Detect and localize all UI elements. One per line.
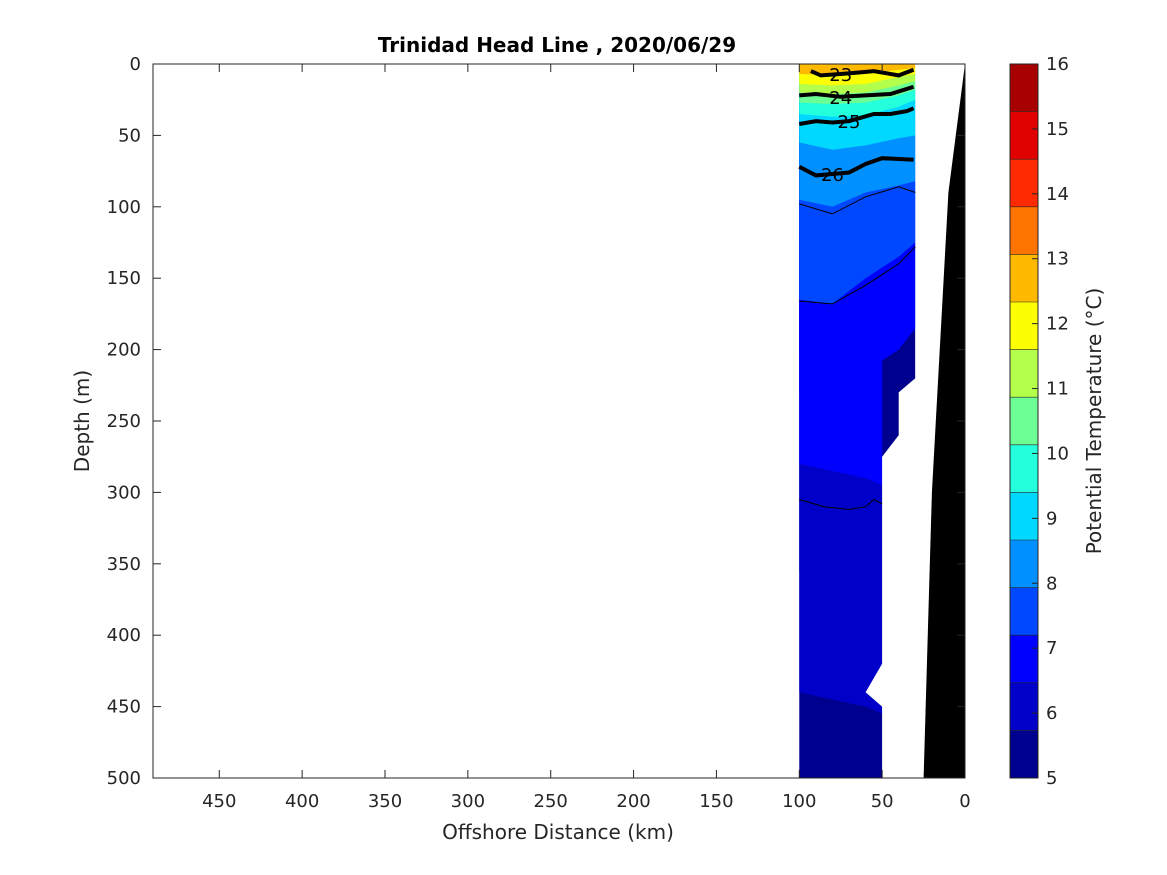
y-tick-label: 200 <box>107 340 141 361</box>
y-tick-label: 50 <box>118 125 141 146</box>
density-contour-line <box>799 246 916 305</box>
colorbar-tick-label: 14 <box>1046 184 1069 205</box>
density-contour-line <box>810 67 915 78</box>
contour-label: 26 <box>821 165 844 186</box>
colorbar: 5 6 7 8 9 10 11 12 13 14 15 16 <box>1009 54 1069 789</box>
colorbar-swatch <box>1010 397 1038 445</box>
x-tick-label: 50 <box>871 791 894 812</box>
colorbar-tick-label: 13 <box>1046 249 1069 270</box>
colorbar-swatch <box>1010 206 1038 255</box>
contour-fill-group <box>799 64 965 778</box>
x-tick-label: 100 <box>782 791 816 812</box>
bathymetry-group <box>923 64 965 778</box>
x-axis: 450 400 350 300 250 200 150 100 50 0 <box>202 64 971 812</box>
bathymetry <box>923 64 965 778</box>
colorbar-swatch <box>1010 635 1038 683</box>
chart-title: Trinidad Head Line , 2020/06/29 <box>378 33 736 57</box>
y-tick-label: 450 <box>107 697 141 718</box>
y-tick-label: 250 <box>107 411 141 432</box>
x-tick-label: 200 <box>616 791 650 812</box>
y-tick-label: 500 <box>107 768 141 789</box>
y-tick-label: 0 <box>130 54 141 75</box>
density-contour-line <box>799 498 883 511</box>
x-axis-label: Offshore Distance (km) <box>442 820 674 844</box>
colorbar-swatch <box>1010 159 1038 207</box>
y-tick-label: 400 <box>107 625 141 646</box>
y-axis-label: Depth (m) <box>70 370 94 472</box>
colorbar-tick-label: 8 <box>1046 573 1057 594</box>
colorbar-tick-label: 10 <box>1046 443 1069 464</box>
colorbar-tick-label: 15 <box>1046 119 1069 140</box>
x-tick-label: 0 <box>959 791 970 812</box>
y-tick-label: 300 <box>107 482 141 503</box>
colorbar-tick-label: 9 <box>1046 508 1057 529</box>
colorbar-swatch <box>1010 492 1038 540</box>
density-contour-line <box>799 84 915 99</box>
colorbar-tick-label: 6 <box>1046 703 1057 724</box>
colorbar-swatch <box>1010 444 1038 493</box>
colorbar-swatch <box>1010 254 1038 302</box>
density-contour-line <box>798 106 915 126</box>
x-tick-label: 350 <box>368 791 402 812</box>
density-contour-group <box>798 67 916 511</box>
colorbar-tick-label: 12 <box>1046 314 1069 335</box>
colorbar-swatch <box>1010 730 1038 778</box>
colorbar-swatch <box>1010 587 1038 636</box>
colorbar-tick-label: 5 <box>1046 768 1057 789</box>
colorbar-swatch <box>1010 302 1038 350</box>
contour-label: 23 <box>829 65 852 86</box>
x-tick-label: 450 <box>202 791 236 812</box>
colorbar-frame <box>1009 63 1039 779</box>
x-tick-label: 150 <box>699 791 733 812</box>
colorbar-swatch <box>1010 111 1038 160</box>
x-tick-label: 250 <box>534 791 568 812</box>
contour-label: 25 <box>838 112 861 133</box>
x-tick-label: 300 <box>451 791 485 812</box>
colorbar-swatch <box>1010 64 1038 112</box>
y-tick-label: 100 <box>107 197 141 218</box>
colorbar-swatch <box>1010 540 1038 588</box>
y-axis: 0 50 100 150 200 250 300 350 400 450 500 <box>107 54 965 789</box>
y-tick-label: 150 <box>107 268 141 289</box>
density-contour-line <box>798 156 914 178</box>
colorbar-swatch <box>1010 349 1038 398</box>
colorbar-label: Potential Temperature (°C) <box>1082 288 1106 555</box>
contour-fill-15 <box>799 64 916 76</box>
contour-label: 24 <box>829 88 852 109</box>
density-contour-line <box>799 186 916 215</box>
colorbar-tick-label: 16 <box>1046 54 1069 75</box>
colorbar-swatch <box>1010 682 1038 731</box>
colorbar-tick-label: 11 <box>1046 379 1069 400</box>
colorbar-tick-label: 7 <box>1046 638 1057 659</box>
y-tick-label: 350 <box>107 554 141 575</box>
x-tick-label: 400 <box>285 791 319 812</box>
